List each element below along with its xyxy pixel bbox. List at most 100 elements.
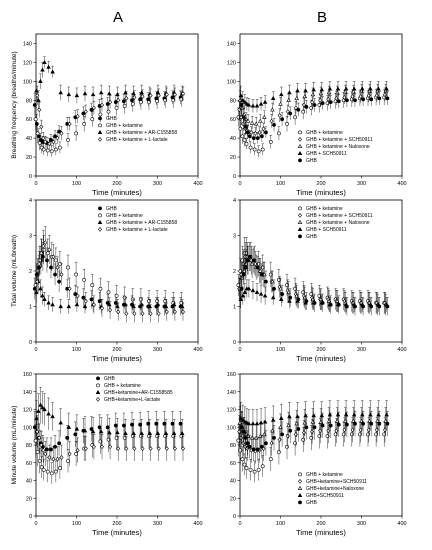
data-point [317,103,322,107]
data-point [303,88,308,93]
x-tick-label: 300 [153,521,162,527]
data-point [147,299,151,304]
series-5 [239,411,390,461]
data-point [293,441,298,446]
data-point [98,429,104,434]
data-point [164,446,169,451]
data-point [353,98,357,103]
data-point [53,272,57,277]
data-point [42,407,47,412]
data-point [278,286,283,291]
data-point [353,421,357,426]
data-point [341,432,346,437]
data-point [239,286,244,291]
y-tick-label: 4 [233,198,236,204]
data-point [82,122,87,126]
y-tick-label: 0 [29,174,32,180]
y-tick-label: 120 [227,408,236,414]
column-header-a: A [113,9,123,26]
data-point [326,428,331,434]
data-point [42,59,47,64]
data-point [250,288,256,293]
data-point [256,149,261,154]
data-point [360,412,365,417]
data-point [254,103,260,108]
legend-marker [298,234,302,239]
y-tick-label: 160 [23,372,32,378]
data-point [242,289,248,294]
data-point [335,86,341,91]
data-point [369,97,374,102]
data-point [312,301,317,305]
data-point [254,289,260,294]
data-point [122,99,126,104]
data-point [116,446,121,451]
data-point [155,99,160,104]
data-point [55,135,60,141]
data-point [66,92,72,97]
data-point [263,130,268,135]
legend-entry: GHB + ketamine + Naloxone [306,220,370,226]
data-point [285,109,290,115]
data-point [288,111,293,116]
y-tick-label: 80 [230,98,236,104]
data-point [310,429,315,435]
data-point [148,311,153,316]
x-tick-label: 200 [316,347,325,353]
legend-marker [298,158,302,163]
series-3 [237,406,389,452]
data-point [73,292,78,296]
data-point [293,115,298,120]
data-point [328,100,333,105]
data-point [32,425,37,430]
data-point [90,429,96,434]
data-point [262,99,268,104]
y-tick-label: 40 [26,479,32,485]
data-point [255,136,260,141]
data-point [239,103,244,107]
x-tick-label: 400 [193,521,202,527]
legend-entry: GHB + ketamine [104,383,141,389]
data-point [49,447,53,452]
data-point [46,64,51,69]
data-point [293,431,298,437]
data-point [89,107,94,112]
series-3 [34,387,185,448]
data-point [385,421,390,426]
data-point [40,67,45,72]
data-point [288,295,293,300]
data-point [46,411,51,416]
data-point [171,431,177,436]
data-point [115,430,120,435]
legend-marker [96,376,100,381]
data-point [344,422,349,427]
data-point [116,309,121,315]
data-point [270,295,276,300]
data-point [278,101,283,106]
y-tick-label: 40 [26,136,32,142]
series-2 [33,235,184,314]
data-point [74,451,79,456]
x-axis-label: Time (minutes) [92,528,142,537]
data-point [326,96,331,102]
legend-entry: GHB [306,234,318,240]
y-tick-label: 20 [26,155,32,161]
data-point [34,289,39,294]
data-point [138,100,143,105]
data-point [327,412,333,417]
data-point [43,451,48,457]
data-point [124,311,129,316]
series-5 [239,91,390,144]
x-tick-label: 100 [72,521,81,527]
legend-entry: GHB [306,158,318,164]
data-point [360,86,365,91]
chart-B3: 0 100 200 300 400 0 20 40 60 80 100 120 140 160 Time (… [227,372,407,537]
data-point [366,432,370,437]
data-point [310,419,316,424]
series-1 [236,237,387,314]
data-point [243,116,249,121]
x-tick-label: 0 [238,181,241,187]
